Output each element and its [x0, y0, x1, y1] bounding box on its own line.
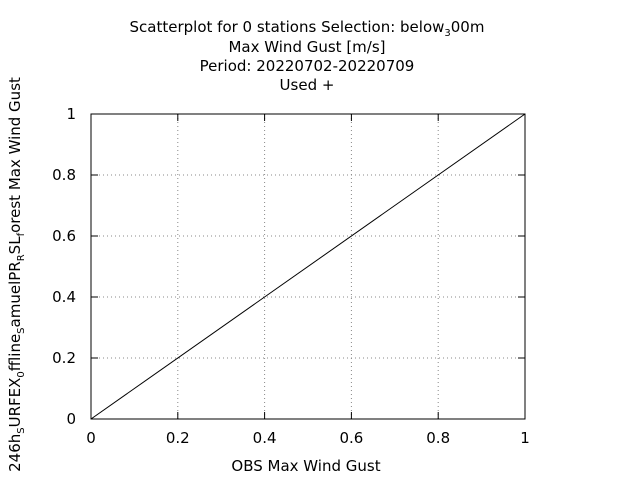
- y-tick-label: 0.4: [52, 288, 76, 306]
- chart-title: Scatterplot for 0 stations Selection: be…: [130, 18, 485, 94]
- title-line-1: Scatterplot for 0 stations Selection: be…: [130, 18, 485, 39]
- x-tick-label: 0.8: [426, 429, 450, 447]
- title-line-3: Period: 20220702-20220709: [200, 57, 415, 75]
- x-tick-label: 0: [86, 429, 96, 447]
- y-tick-label: 0: [66, 410, 76, 428]
- x-axis-label: OBS Max Wind Gust: [231, 457, 380, 475]
- x-tick-label: 1: [520, 429, 530, 447]
- x-tick-label: 0.2: [166, 429, 190, 447]
- y-axis-label: 246hSURFEX0fflineSamuelPRRSLforest Max W…: [6, 77, 27, 472]
- plot-frame: [90, 113, 526, 420]
- title-line-2: Max Wind Gust [m/s]: [228, 38, 385, 56]
- diagonal-reference: [90, 113, 526, 420]
- title-line-4: Used +: [280, 76, 335, 94]
- x-tick-label: 0.4: [253, 429, 277, 447]
- one-to-one-line: [90, 113, 526, 420]
- grid: [91, 114, 525, 419]
- y-tick-label: 0.2: [52, 349, 76, 367]
- ticks: 0 0.2 0.4 0.6 0.8 1 0 0.2 0.4 0.6 0.8 1: [52, 105, 530, 447]
- y-tick-label: 0.8: [52, 166, 76, 184]
- x-tick-label: 0.6: [339, 429, 363, 447]
- y-tick-label: 1: [66, 105, 76, 123]
- y-tick-label: 0.6: [52, 227, 76, 245]
